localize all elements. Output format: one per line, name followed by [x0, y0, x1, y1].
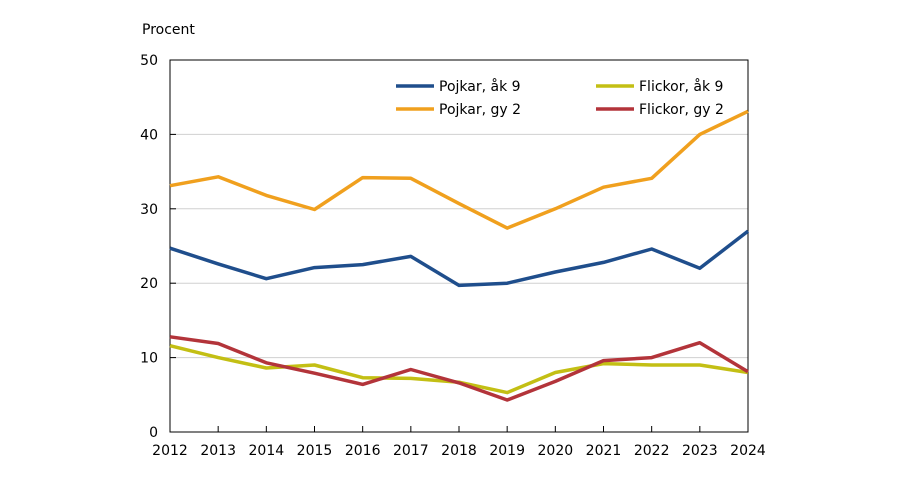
- x-tick-label: 2023: [682, 443, 718, 459]
- y-tick-label: 50: [140, 53, 158, 69]
- x-tick-label: 2021: [586, 443, 622, 459]
- y-tick-label: 40: [140, 127, 158, 143]
- x-tick-label: 2022: [634, 443, 670, 459]
- legend-label: Pojkar, gy 2: [439, 102, 521, 118]
- series-line-0: [169, 229, 750, 288]
- x-tick-label: 2014: [249, 443, 285, 459]
- x-tick-label: 2024: [730, 443, 766, 459]
- x-tick-label: 2015: [297, 443, 333, 459]
- series-line-1: [169, 344, 749, 395]
- y-axis-label: Procent: [142, 22, 195, 38]
- legend-label: Flickor, gy 2: [639, 102, 724, 118]
- y-axis: 0 10 20 30 40 50: [140, 53, 176, 441]
- legend: Pojkar, åk 9 Flickor, åk 9 Pojkar, gy 2 Fli…: [396, 78, 724, 118]
- x-tick-label: 2013: [200, 443, 236, 459]
- x-tick-label: 2018: [441, 443, 477, 459]
- x-axis: 2012 2013 2014 2015 2016 2017 2018 2019 2020 2021…: [152, 426, 766, 459]
- x-tick-label: 2012: [152, 443, 188, 459]
- y-tick-label: 0: [149, 425, 158, 441]
- legend-item: Pojkar, åk 9: [396, 78, 521, 95]
- series-line-3: [169, 335, 749, 402]
- series-line-2: [169, 109, 749, 230]
- x-tick-label: 2017: [393, 443, 429, 459]
- y-tick-label: 30: [140, 202, 158, 218]
- legend-item: Flickor, gy 2: [596, 102, 724, 118]
- legend-label: Flickor, åk 9: [639, 78, 723, 95]
- legend-item: Flickor, åk 9: [596, 78, 723, 95]
- y-tick-label: 20: [140, 276, 158, 292]
- x-tick-label: 2020: [538, 443, 574, 459]
- x-tick-label: 2016: [345, 443, 381, 459]
- series-lines: [169, 109, 750, 402]
- legend-item: Pojkar, gy 2: [396, 102, 521, 118]
- y-tick-label: 10: [140, 351, 158, 367]
- x-tick-label: 2019: [489, 443, 525, 459]
- legend-label: Pojkar, åk 9: [439, 78, 521, 95]
